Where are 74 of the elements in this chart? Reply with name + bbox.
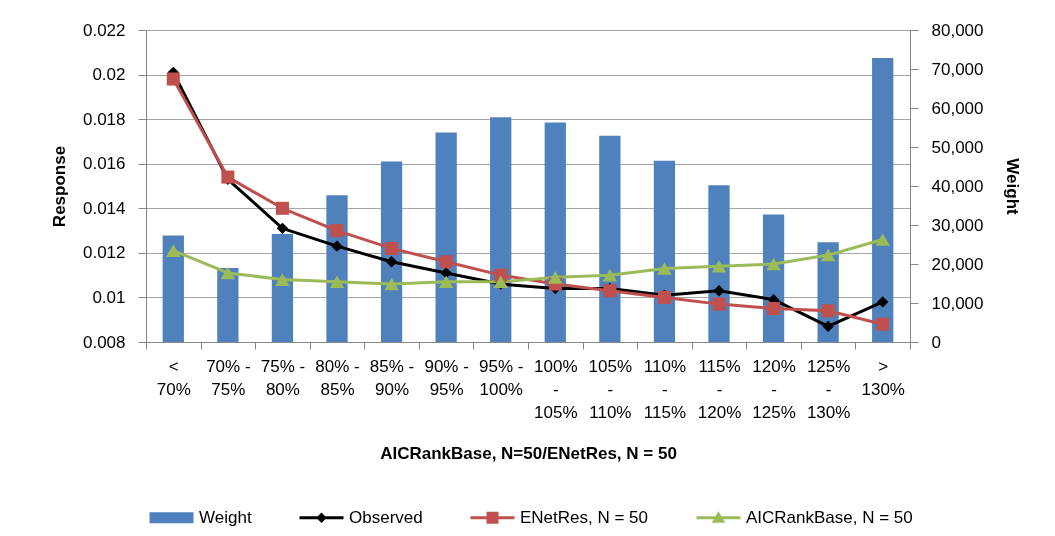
point bbox=[711, 259, 727, 273]
point bbox=[276, 222, 289, 235]
point bbox=[331, 240, 343, 252]
point bbox=[439, 255, 453, 269]
bar bbox=[217, 267, 239, 342]
bar bbox=[162, 235, 184, 342]
point bbox=[275, 201, 289, 215]
y2-tick-label: 70,000 bbox=[931, 59, 984, 79]
x-tick-label: 105% - 110% bbox=[588, 356, 633, 422]
x-tick-label: 75% - 80% bbox=[260, 356, 306, 399]
point bbox=[385, 256, 398, 268]
y-tick-label: 0.018 bbox=[82, 109, 126, 129]
x-tick-label: < 70% bbox=[156, 356, 191, 399]
point bbox=[657, 262, 672, 275]
point bbox=[438, 275, 454, 289]
point bbox=[822, 320, 834, 333]
point bbox=[713, 285, 725, 297]
y-tick-label: 0.016 bbox=[82, 154, 126, 174]
point bbox=[385, 241, 399, 255]
point bbox=[602, 268, 618, 282]
point bbox=[766, 257, 781, 271]
x-tick-label: 80% - 85% bbox=[315, 356, 360, 399]
y2-tick-label: 50,000 bbox=[931, 137, 984, 157]
point bbox=[876, 317, 890, 331]
y-tick-label: 0.008 bbox=[82, 332, 126, 352]
x-axis-title: AICRankBase, N=50/ENetRes, N = 50 bbox=[380, 443, 677, 463]
y-tick-label: 0.014 bbox=[82, 198, 126, 218]
x-tick-label: 125% - 130% bbox=[806, 356, 851, 422]
y2-tick-label: 30,000 bbox=[931, 215, 984, 235]
x-tick-label: 110% - 115% bbox=[643, 356, 687, 422]
legend-label: Observed bbox=[349, 507, 423, 527]
point bbox=[329, 275, 345, 289]
legend-label: AICRankBase, N = 50 bbox=[746, 507, 913, 527]
point bbox=[275, 273, 290, 286]
x-tick-label: 100% - 105% bbox=[534, 356, 578, 422]
point bbox=[166, 72, 180, 86]
point bbox=[877, 296, 889, 308]
y-axis-title: Response bbox=[49, 145, 69, 228]
y-tick-label: 0.02 bbox=[92, 65, 126, 85]
x-tick-label: 85% - 90% bbox=[369, 356, 415, 399]
point bbox=[384, 277, 399, 291]
point bbox=[712, 297, 726, 311]
x-tick-label: > 130% bbox=[861, 356, 905, 399]
y2-tick-label: 40,000 bbox=[931, 176, 984, 196]
legend-label: Weight bbox=[199, 507, 252, 527]
point bbox=[821, 304, 835, 318]
point bbox=[330, 224, 344, 238]
y-tick-label: 0.012 bbox=[82, 243, 126, 263]
x-tick-label: 70% - 75% bbox=[206, 356, 251, 399]
y-tick-label: 0.022 bbox=[82, 20, 126, 40]
bar bbox=[271, 233, 294, 342]
y2-tick-label: 0 bbox=[931, 332, 941, 352]
point bbox=[875, 233, 890, 246]
bar bbox=[599, 135, 621, 342]
legend-label: ENetRes, N = 50 bbox=[520, 507, 649, 527]
point bbox=[548, 271, 563, 284]
y2-axis-title: Weight bbox=[1003, 158, 1023, 215]
bar bbox=[653, 160, 676, 342]
x-tick-label: 90% - 95% bbox=[424, 356, 469, 399]
point bbox=[767, 302, 781, 316]
bar bbox=[872, 58, 894, 342]
point bbox=[220, 266, 236, 280]
point bbox=[166, 244, 181, 257]
y2-tick-label: 10,000 bbox=[931, 293, 984, 313]
x-tick-label: 120% - 125% bbox=[752, 356, 796, 422]
y-tick-label: 0.01 bbox=[92, 287, 126, 307]
x-tick-label: 115% - 120% bbox=[697, 356, 742, 422]
bar bbox=[490, 117, 512, 342]
x-tick-label: 95% - 100% bbox=[479, 356, 524, 399]
y2-tick-label: 20,000 bbox=[931, 254, 984, 274]
y2-tick-label: 80,000 bbox=[931, 20, 984, 40]
y2-tick-label: 60,000 bbox=[931, 98, 984, 118]
bar bbox=[544, 122, 566, 342]
point bbox=[820, 248, 836, 262]
